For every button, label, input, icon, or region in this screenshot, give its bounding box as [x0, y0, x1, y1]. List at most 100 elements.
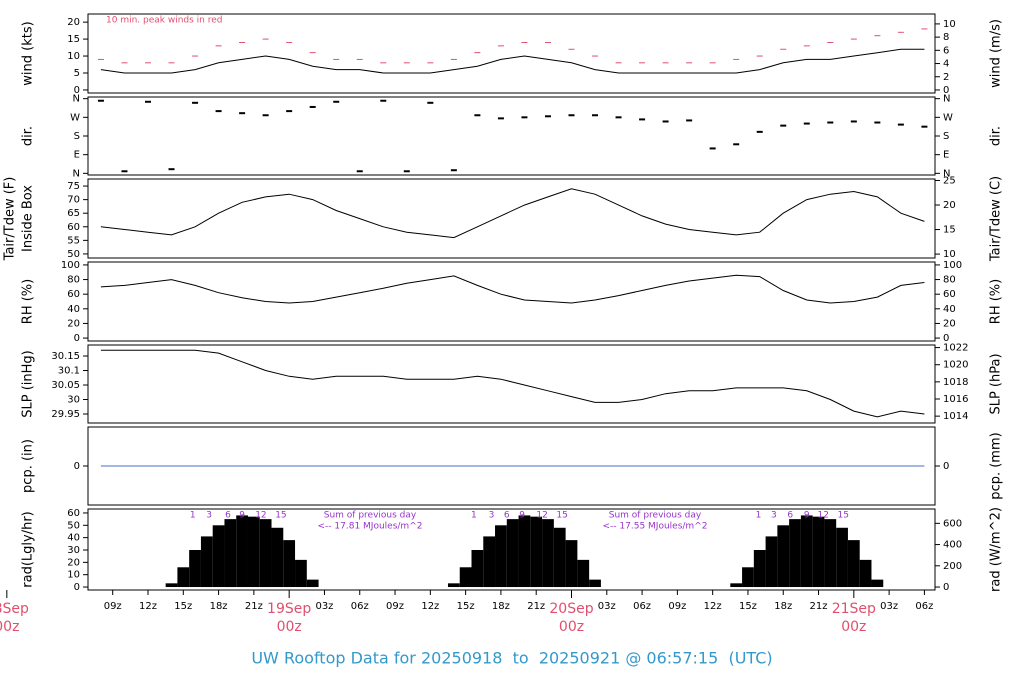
y-tick-label: 100: [61, 260, 80, 271]
y-tick-label: 20: [67, 318, 80, 329]
bar: [247, 516, 260, 588]
line: [100, 188, 925, 239]
y-tick-label: 65: [67, 208, 80, 219]
x-tick-label: 03z: [315, 601, 333, 612]
x-tick-label: 18z: [210, 601, 228, 612]
y-tick-label: 30: [67, 545, 80, 556]
solar-hour-label: 6: [787, 511, 793, 521]
solar-hour-label: 6: [225, 511, 231, 521]
y-tick-label: 10: [67, 51, 80, 62]
y-tick-label: 30.1: [58, 366, 80, 377]
solar-hour-label: 1: [190, 511, 196, 521]
y-tick-label: 70: [67, 195, 80, 206]
bar: [847, 540, 860, 588]
bar: [236, 515, 248, 588]
y2-axis-title: RH (%): [989, 279, 1004, 324]
solar-hour-label: 9: [804, 511, 810, 521]
day-time-label: 00z: [277, 619, 302, 635]
y2-tick-label: 2: [943, 72, 949, 83]
y2-tick-label: 1016: [943, 394, 968, 405]
y-tick-label: 55: [67, 235, 80, 246]
y-tick-label: 30.15: [51, 351, 80, 362]
bar: [789, 519, 801, 588]
panel-note: 10 min. peak winds in red: [106, 16, 223, 26]
y2-tick-label: 40: [943, 304, 956, 315]
y-axis-title: dir.: [21, 126, 36, 146]
y2-tick-label: 10: [943, 249, 956, 260]
y-tick-label: 29.95: [51, 409, 80, 420]
y2-tick-label: 1018: [943, 377, 968, 388]
y-tick-label: 75: [67, 181, 80, 192]
footer-title: UW Rooftop Data for 20250918 to 20250921…: [251, 649, 772, 668]
y2-tick-label: 10: [943, 19, 956, 30]
x-tick-label: 09z: [668, 601, 686, 612]
y2-tick-label: N: [943, 94, 950, 105]
day-date-label: 18Sep: [0, 601, 29, 617]
x-tick-label: 18z: [774, 601, 792, 612]
line: [100, 274, 925, 304]
line: [100, 48, 925, 74]
bar: [553, 527, 566, 588]
y-tick-label: 20: [67, 557, 80, 568]
x-tick-label: 21z: [245, 601, 263, 612]
solar-hour-label: 1: [471, 511, 477, 521]
y2-tick-label: 0: [943, 582, 949, 593]
bar: [589, 579, 601, 588]
y-tick-label: 0: [74, 85, 80, 96]
bar: [224, 519, 237, 588]
solar-hour-label: 15: [275, 511, 286, 521]
y-tick-label: E: [74, 150, 80, 161]
y2-axis-title: rad (W/m^2): [989, 507, 1004, 592]
y-tick-label: 40: [67, 304, 80, 315]
y-axis-title: SLP (inHg): [21, 350, 36, 418]
x-tick-label: 03z: [880, 601, 898, 612]
y-axis-title: rad(Lgly/hr): [21, 511, 36, 587]
bar: [824, 519, 837, 588]
solar-hour-label: 12: [536, 511, 547, 521]
bar: [518, 515, 531, 588]
solar-hour-label: 12: [818, 511, 829, 521]
bar: [306, 579, 319, 588]
y-tick-label: W: [70, 112, 80, 123]
bar: [742, 567, 754, 588]
y2-tick-label: 4: [943, 59, 949, 70]
y-tick-label: 80: [67, 275, 80, 286]
y2-tick-label: 1014: [943, 411, 968, 422]
x-tick-label: 21z: [810, 601, 828, 612]
y-tick-label: 0: [74, 582, 80, 593]
y-tick-label: S: [74, 131, 80, 142]
y-tick-label: 15: [67, 34, 80, 45]
bar: [165, 583, 178, 588]
y2-tick-label: S: [943, 131, 949, 142]
x-tick-label: 15z: [739, 601, 757, 612]
y2-tick-label: 1020: [943, 360, 968, 371]
line: [100, 349, 925, 418]
bar: [459, 567, 472, 588]
y-tick-label: 0: [74, 461, 80, 472]
bar: [753, 549, 766, 588]
bar: [530, 516, 543, 588]
y-axis-title: Tair/Tdew (F): [3, 177, 18, 262]
sum-note: Sum of previous day: [609, 511, 702, 521]
sum-note: <-- 17.55 MJoules/m^2: [603, 522, 708, 532]
x-tick-label: 12z: [704, 601, 722, 612]
y2-axis-title: pcp. (mm): [989, 432, 1004, 499]
y2-tick-label: 15: [943, 225, 956, 236]
panel-frame: [87, 13, 936, 94]
y-axis-title: wind (kts): [21, 21, 36, 85]
bar: [812, 516, 825, 588]
bar: [177, 567, 190, 588]
y2-tick-label: 1022: [943, 343, 968, 354]
x-tick-label: 12z: [421, 601, 439, 612]
y2-tick-label: 80: [943, 275, 956, 286]
y2-tick-label: 400: [943, 540, 962, 551]
day-time-label: 00z: [559, 619, 584, 635]
bar: [471, 549, 484, 588]
y2-axis-title: SLP (hPa): [989, 353, 1004, 414]
x-tick-label: 15z: [457, 601, 475, 612]
y-tick-label: 60: [67, 289, 80, 300]
x-tick-label: 06z: [633, 601, 651, 612]
y-tick-label: N: [73, 94, 80, 105]
